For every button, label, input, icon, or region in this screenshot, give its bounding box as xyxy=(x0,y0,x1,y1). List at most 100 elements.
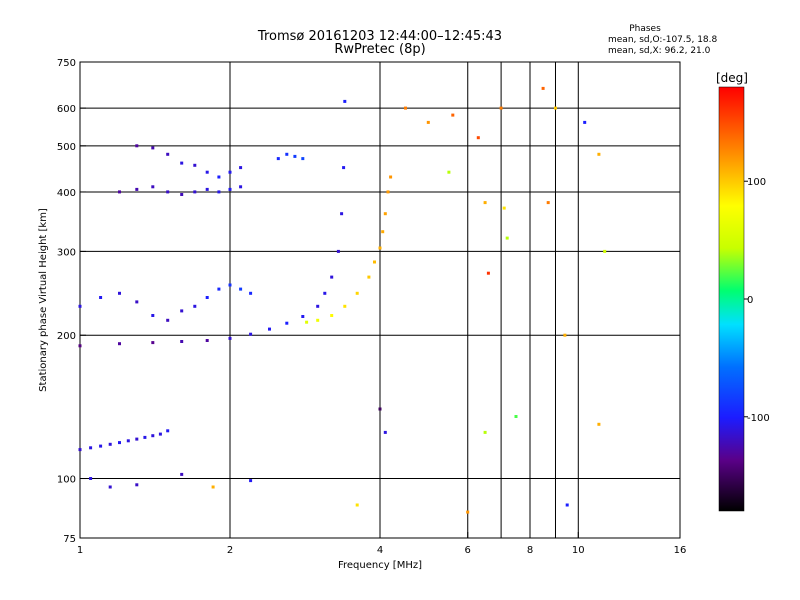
data-point xyxy=(143,435,147,439)
phases-x-line: mean, sd,X: 96.2, 21.0 xyxy=(608,46,711,56)
data-point xyxy=(151,185,155,189)
data-point xyxy=(268,327,271,331)
data-point xyxy=(378,246,382,250)
data-point xyxy=(336,249,340,253)
data-point xyxy=(466,510,470,514)
y-axis-ticks: 75 100 200 300 400 500 600 750 xyxy=(57,58,86,545)
data-point xyxy=(565,503,569,507)
data-point xyxy=(205,170,209,174)
data-point xyxy=(603,249,607,253)
data-point xyxy=(180,161,184,165)
data-point xyxy=(166,429,170,433)
data-point xyxy=(239,287,243,291)
data-point xyxy=(597,422,601,426)
data-point xyxy=(89,446,93,450)
colorbar-ticks: 100 0 -100 xyxy=(744,177,770,424)
data-point xyxy=(340,212,344,216)
grid-lines xyxy=(80,62,680,538)
data-point xyxy=(330,314,334,317)
data-point xyxy=(447,170,451,174)
data-point xyxy=(118,342,121,346)
data-point xyxy=(135,187,139,191)
data-point xyxy=(228,170,232,174)
data-point xyxy=(180,472,184,476)
data-point xyxy=(343,99,347,103)
data-point xyxy=(151,434,155,438)
data-point xyxy=(583,120,587,124)
data-point xyxy=(228,283,232,287)
y-tick-label: 100 xyxy=(57,475,76,486)
data-point xyxy=(193,190,197,194)
x-tick-label: 1 xyxy=(77,545,83,556)
data-point xyxy=(135,144,139,148)
data-points xyxy=(78,86,607,514)
data-point xyxy=(118,190,121,194)
data-point xyxy=(166,318,170,322)
data-point xyxy=(180,340,184,343)
data-point xyxy=(217,190,221,194)
data-point xyxy=(276,157,280,161)
colorbar-tick-label: 0 xyxy=(747,295,753,306)
data-point xyxy=(541,86,545,90)
x-tick-label: 4 xyxy=(377,545,383,556)
x-tick-label: 8 xyxy=(527,545,533,556)
data-point xyxy=(193,163,197,167)
x-axis-label: Frequency [MHz] xyxy=(338,560,422,571)
data-point xyxy=(118,441,121,445)
data-point xyxy=(126,439,130,443)
data-point xyxy=(476,136,480,140)
data-point xyxy=(330,275,334,279)
data-point xyxy=(205,296,209,299)
data-point xyxy=(99,296,103,299)
data-point xyxy=(301,315,305,318)
data-point xyxy=(228,336,232,340)
data-point xyxy=(158,432,162,436)
data-point xyxy=(483,430,487,434)
data-point xyxy=(78,344,82,348)
data-point xyxy=(285,321,289,325)
data-point xyxy=(228,187,232,191)
data-point xyxy=(301,157,305,161)
x-tick-label: 16 xyxy=(674,545,687,556)
phases-header: Phases xyxy=(629,24,661,34)
data-point xyxy=(426,120,430,124)
data-point xyxy=(355,503,359,507)
data-point xyxy=(514,415,518,418)
y-tick-label: 300 xyxy=(57,247,76,258)
data-point xyxy=(89,477,93,480)
data-point xyxy=(108,485,112,489)
x-axis-ticks: 1 2 4 6 8 10 16 xyxy=(77,532,687,556)
data-point xyxy=(239,185,243,189)
data-point xyxy=(378,407,382,411)
data-point xyxy=(249,291,253,295)
y-tick-label: 500 xyxy=(57,142,76,153)
y-tick-label: 750 xyxy=(57,58,76,69)
data-point xyxy=(151,146,155,150)
data-point xyxy=(166,190,170,194)
data-point xyxy=(239,166,243,170)
data-point xyxy=(451,113,455,117)
data-point xyxy=(597,152,601,156)
data-point xyxy=(486,271,490,275)
x-tick-label: 10 xyxy=(572,545,585,556)
data-point xyxy=(118,291,121,295)
data-point xyxy=(342,166,346,170)
data-point xyxy=(166,152,170,156)
data-point xyxy=(383,430,387,434)
data-point xyxy=(135,483,139,487)
data-point xyxy=(323,291,327,295)
data-point xyxy=(343,304,347,308)
data-point xyxy=(193,304,197,308)
data-point xyxy=(316,318,320,322)
data-point xyxy=(502,206,506,210)
colorbar xyxy=(718,86,745,512)
data-point xyxy=(285,152,289,156)
data-point xyxy=(151,341,155,345)
data-point xyxy=(404,106,407,110)
data-point xyxy=(99,444,103,448)
data-point xyxy=(211,485,215,489)
data-point xyxy=(386,190,390,194)
data-point xyxy=(217,287,221,291)
data-point xyxy=(151,314,155,317)
